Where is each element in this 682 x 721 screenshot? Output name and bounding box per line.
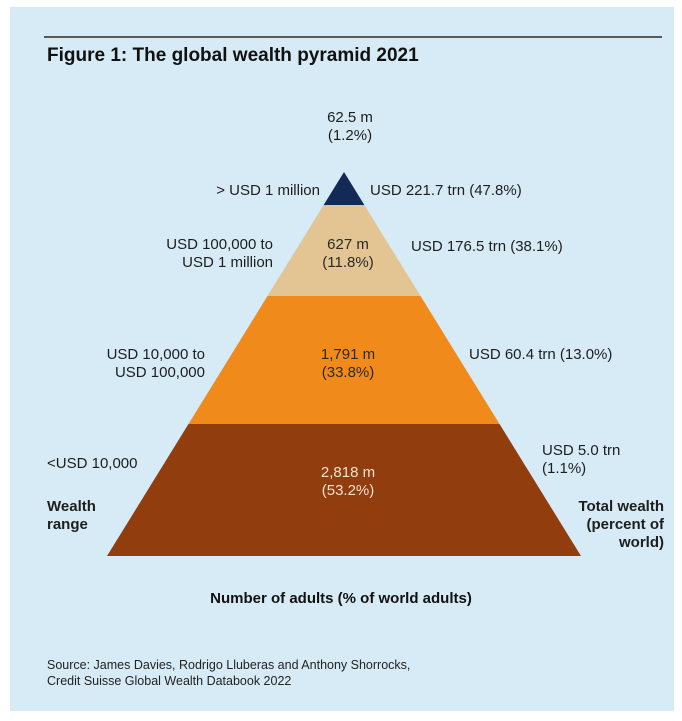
- wealth-range-axis-label-line-1: Wealth: [47, 498, 96, 515]
- total-wealth-axis-label-line-1: Total wealth: [578, 498, 664, 515]
- wealth-label-tier-0: USD 5.0 trn (1.1%): [542, 442, 620, 478]
- adults-label-tier-0-line-2: (53.2%): [321, 482, 375, 499]
- wealth-range-tier-1: USD 10,000 to USD 100,000: [70, 346, 205, 382]
- wealth-range-tier-1-line-2: USD 100,000: [114, 364, 205, 381]
- wealth-label-tier-2: USD 176.5 trn (38.1%): [411, 238, 563, 256]
- wealth-label-tier-1: USD 60.4 trn (13.0%): [469, 346, 612, 364]
- wealth-range-tier-3-line-1: > USD 1 million: [216, 182, 320, 199]
- wealth-range-tier-2: USD 100,000 to USD 1 million: [120, 236, 273, 272]
- adults-label-tier-3-line-1: 62.5 m: [327, 109, 373, 126]
- adults-label-tier-0-line-1: 2,818 m: [320, 464, 376, 481]
- wealth-range-tier-0-line-1: <USD 10,000: [47, 455, 138, 472]
- wealth-range-axis-label: Wealth range: [47, 498, 96, 534]
- total-wealth-axis-label-line-3: world): [619, 534, 664, 551]
- source-line-2: Credit Suisse Global Wealth Databook 202…: [47, 674, 292, 688]
- wealth-label-tier-3-line-1: USD 221.7 trn (47.8%): [370, 182, 522, 199]
- adults-label-tier-1-line-1: 1,791 m: [320, 346, 376, 363]
- pyramid-tier-1: [188, 296, 500, 424]
- wealth-label-tier-3: USD 221.7 trn (47.8%): [370, 182, 522, 200]
- pyramid-tier-3: [323, 172, 365, 205]
- total-wealth-axis-label: Total wealth (percent of world): [512, 498, 664, 552]
- adults-label-tier-0: 2,818 m (53.2%): [298, 464, 398, 500]
- adults-label-tier-3: 62.5 m (1.2%): [300, 109, 400, 145]
- wealth-range-axis-label-line-2: range: [47, 516, 88, 533]
- adults-label-tier-3-line-2: (1.2%): [327, 127, 373, 144]
- total-wealth-axis-label-line-2: (percent of: [586, 516, 664, 533]
- source-line-1: Source: James Davies, Rodrigo Lluberas a…: [47, 658, 411, 672]
- wealth-range-tier-3: > USD 1 million: [170, 182, 320, 200]
- wealth-range-tier-2-line-1: USD 100,000 to: [166, 236, 273, 253]
- title-rule: [44, 36, 662, 38]
- wealth-range-tier-2-line-2: USD 1 million: [182, 254, 273, 271]
- adults-label-tier-2: 627 m (11.8%): [298, 236, 398, 272]
- pyramid-tier-2: [267, 205, 421, 296]
- adults-label-tier-1-line-2: (33.8%): [321, 364, 375, 381]
- chart-title: Figure 1: The global wealth pyramid 2021: [47, 45, 419, 66]
- wealth-range-tier-1-line-1: USD 10,000 to: [106, 346, 205, 363]
- wealth-range-tier-0: <USD 10,000: [47, 455, 137, 473]
- source-note: Source: James Davies, Rodrigo Lluberas a…: [47, 657, 410, 689]
- adults-label-tier-2-line-1: 627 m: [327, 236, 369, 253]
- wealth-label-tier-2-line-1: USD 176.5 trn (38.1%): [411, 238, 563, 255]
- wealth-label-tier-1-line-1: USD 60.4 trn (13.0%): [469, 346, 613, 363]
- x-axis-label: Number of adults (% of world adults): [210, 590, 472, 607]
- adults-label-tier-1: 1,791 m (33.8%): [298, 346, 398, 382]
- pyramid-tier-0: [107, 424, 581, 556]
- adults-label-tier-2-line-2: (11.8%): [322, 254, 374, 271]
- wealth-label-tier-0-line-1: USD 5.0 trn: [542, 442, 621, 459]
- wealth-label-tier-0-line-2: (1.1%): [542, 460, 587, 477]
